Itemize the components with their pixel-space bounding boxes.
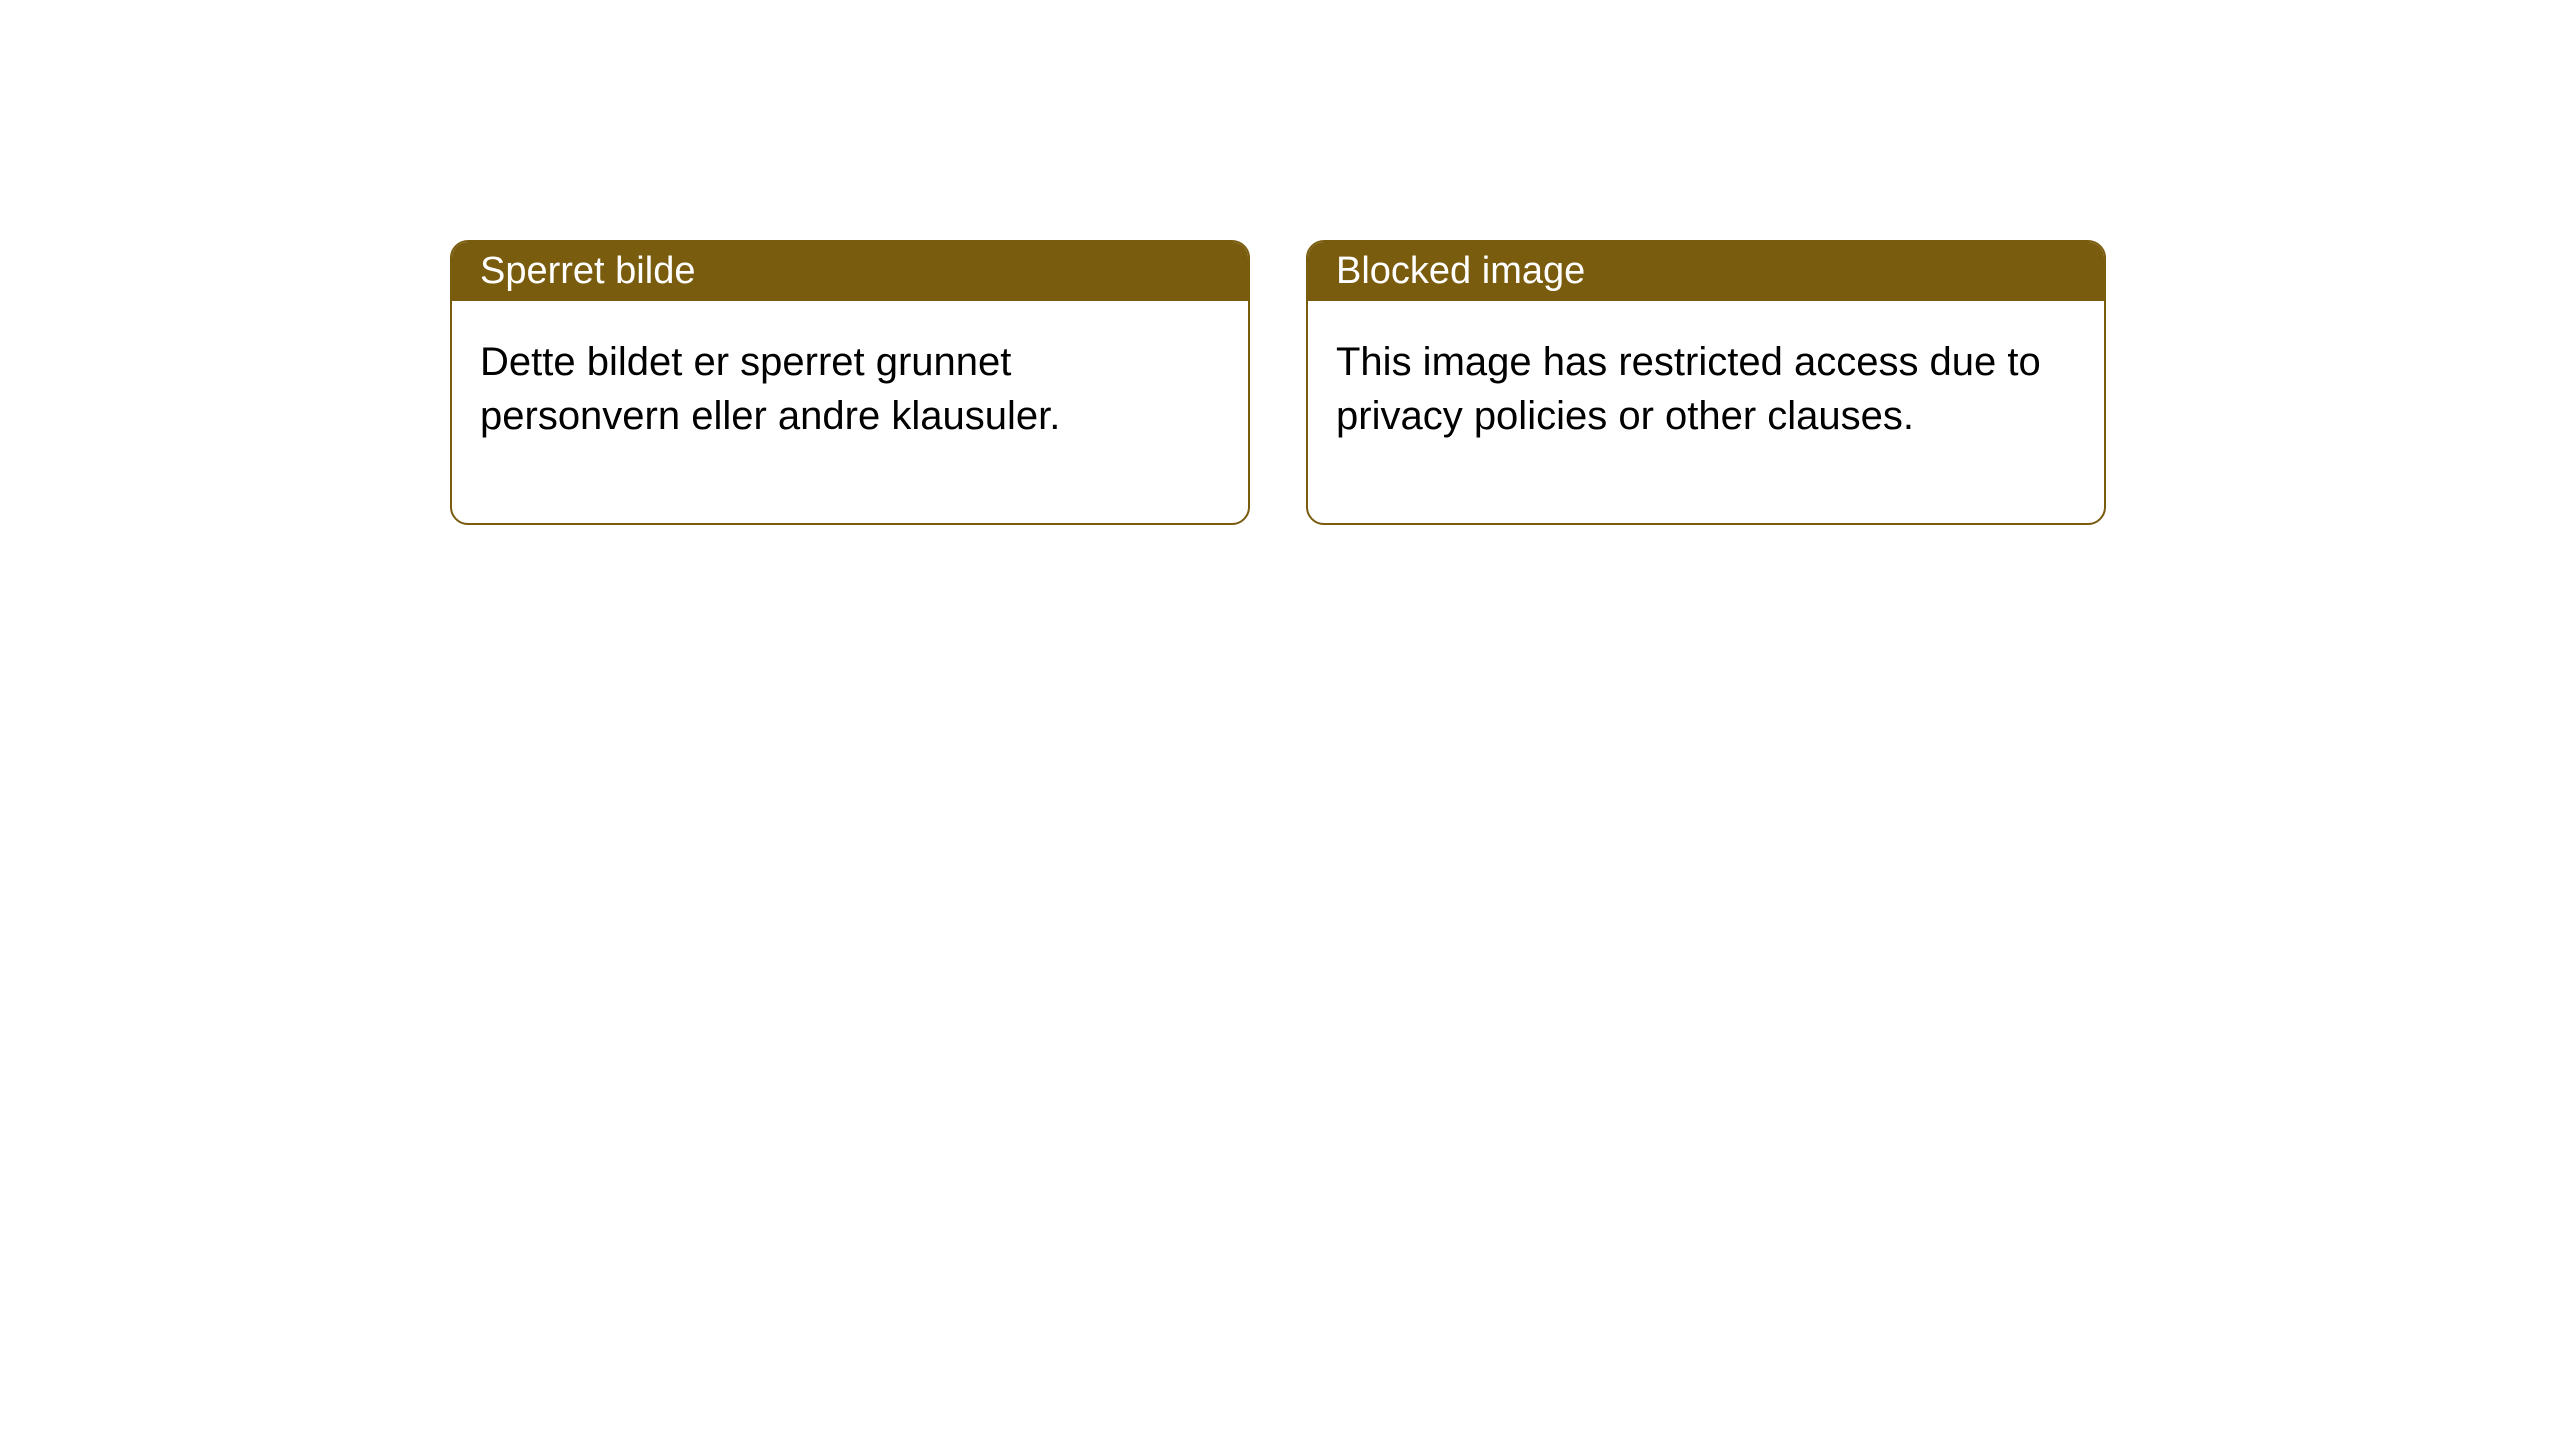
notice-card-norwegian: Sperret bilde Dette bildet er sperret gr… <box>450 240 1250 525</box>
notice-header-english: Blocked image <box>1308 242 2104 301</box>
notice-body-norwegian: Dette bildet er sperret grunnet personve… <box>452 301 1248 523</box>
notice-container: Sperret bilde Dette bildet er sperret gr… <box>450 240 2106 525</box>
notice-body-english: This image has restricted access due to … <box>1308 301 2104 523</box>
notice-card-english: Blocked image This image has restricted … <box>1306 240 2106 525</box>
notice-header-norwegian: Sperret bilde <box>452 242 1248 301</box>
